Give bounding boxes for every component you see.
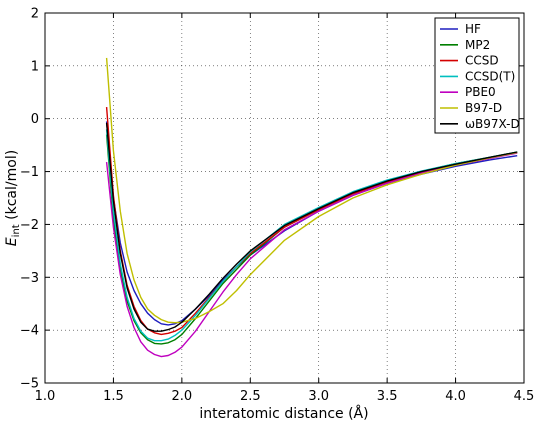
y-tick-label: −3 <box>20 271 39 286</box>
y-axis-label-subscript: int <box>11 224 22 237</box>
series-lines <box>105 57 518 358</box>
legend-label: PBE0 <box>465 85 496 99</box>
x-tick-label: 3.0 <box>308 389 329 404</box>
series-line-ccsd <box>105 107 518 336</box>
y-tick-label: −1 <box>20 165 39 180</box>
legend-label: HF <box>465 22 481 36</box>
series-line-b97x-d <box>105 122 518 332</box>
x-tick-label: 2.5 <box>240 389 261 404</box>
y-tick-label: 1 <box>31 59 39 74</box>
axis-ticks: 1.0 1.5 2.0 2.5 3.0 3.5 4.0 4.5 −5 −4 −3 −2 −1 0 1 2 <box>20 7 535 405</box>
legend-label: ωB97X-D <box>465 117 520 131</box>
legend-label: CCSD <box>465 54 499 68</box>
y-tick-label: −5 <box>20 377 39 392</box>
x-tick-label: 2.0 <box>172 389 193 404</box>
series-line-hf <box>105 121 518 326</box>
series-line-pbe0 <box>105 152 518 358</box>
y-axis-label: Eint (kcal/mol) <box>4 150 22 246</box>
series-line-ccsd-t <box>105 129 518 342</box>
y-tick-label: −4 <box>20 324 39 339</box>
legend-label: CCSD(T) <box>465 69 515 83</box>
y-tick-label: 0 <box>31 112 39 127</box>
x-tick-label: 4.0 <box>445 389 466 404</box>
x-tick-label: 1.5 <box>103 389 124 404</box>
x-tick-label: 4.5 <box>514 389 535 404</box>
series-line-b97-d <box>105 57 518 324</box>
y-tick-label: −2 <box>20 218 39 233</box>
plot-frame <box>44 12 525 384</box>
x-axis-label: interatomic distance (Å) <box>199 405 368 422</box>
legend-box <box>434 17 520 134</box>
y-axis-label-unit: (kcal/mol) <box>4 150 20 224</box>
y-tick-label: 2 <box>31 7 39 22</box>
legend-label: MP2 <box>465 38 490 52</box>
y-axis-label-symbol: E <box>4 237 20 246</box>
x-tick-label: 1.0 <box>35 389 56 404</box>
legend-label: B97-D <box>465 101 502 115</box>
x-tick-label: 3.5 <box>377 389 398 404</box>
